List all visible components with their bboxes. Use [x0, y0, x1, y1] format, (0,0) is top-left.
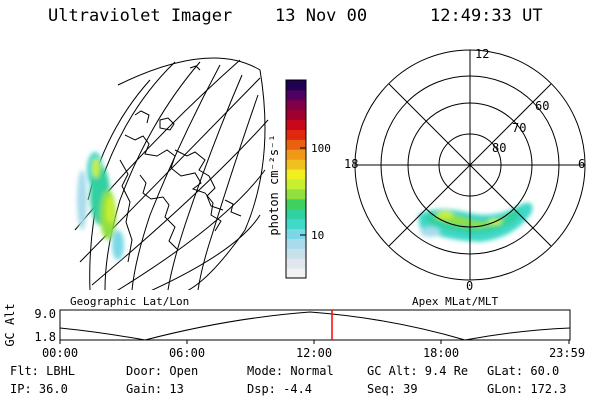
colorbar-segment [286, 188, 306, 200]
alt-ymax-label: 9.0 [34, 307, 56, 321]
colorbar-segment [286, 228, 306, 239]
gain-info: Gain: 13 [126, 382, 184, 396]
ip-info: IP: 36.0 [10, 382, 68, 396]
auroral-oval [418, 202, 533, 242]
polar-plot: 12 18 6 0 60 70 80 [344, 47, 586, 293]
colorbar-segment [286, 198, 306, 210]
colorbar-segment [286, 218, 306, 229]
colorbar-segment [286, 149, 306, 160]
time-label: 12:49:33 UT [430, 6, 543, 26]
colorbar-segment [286, 80, 306, 91]
mlat-70-label: 70 [512, 121, 526, 135]
colorbar-segment [286, 268, 306, 279]
x-tick-2359: 23:59 [549, 346, 585, 360]
colorbar [285, 79, 307, 279]
altitude-plot: 9.0 1.8 GC Alt 00:00 06:00 12:00 18:00 2… [3, 303, 585, 360]
colorbar-segment [286, 258, 306, 269]
colorbar-segment [286, 99, 306, 111]
mlt-0-label: 0 [466, 279, 473, 293]
polar-panel-label: Apex MLat/MLT [412, 295, 498, 308]
colorbar-unit-label: photon cm⁻²s⁻¹ [267, 134, 281, 235]
colorbar-segment [286, 238, 306, 249]
auroral-emission-geo [77, 152, 124, 260]
x-tick-0600: 06:00 [169, 346, 205, 360]
mode-info: Mode: Normal [247, 364, 334, 378]
x-tick-1200: 12:00 [296, 346, 332, 360]
gc-alt-info: GC Alt: 9.4 Re [367, 364, 469, 378]
dsp-info: Dsp: -4.4 [247, 382, 313, 396]
colorbar-segment [286, 159, 306, 170]
seq-info: Seq: 39 [367, 382, 418, 396]
colorbar-segment [286, 139, 306, 150]
colorbar-segment [286, 89, 306, 101]
colorbar-segment [286, 208, 306, 220]
x-tick-0000: 00:00 [42, 346, 78, 360]
alt-axis-label: GC Alt [3, 303, 17, 346]
colorbar-segment [286, 169, 306, 180]
altitude-curve [59, 311, 571, 341]
colorbar-tick-100: 100 [311, 142, 331, 155]
mlt-6-label: 6 [578, 157, 585, 171]
flt-info: Flt: LBHL [10, 364, 76, 378]
geo-grid [74, 57, 269, 290]
mlt-12-label: 12 [475, 47, 489, 61]
colorbar-segment [286, 109, 306, 121]
date-label: 13 Nov 00 [275, 6, 368, 26]
colorbar-frame [285, 79, 307, 279]
colorbar-segment [286, 248, 306, 259]
mlt-18-label: 18 [344, 157, 358, 171]
door-info: Door: Open [126, 364, 199, 378]
geo-panel-label: Geographic Lat/Lon [70, 295, 189, 308]
colorbar-segment [286, 179, 306, 190]
alt-ymin-label: 1.8 [34, 330, 56, 344]
glon-info: GLon: 172.3 [487, 382, 567, 396]
glat-info: GLat: 60.0 [487, 364, 560, 378]
x-tick-1800: 18:00 [423, 346, 459, 360]
instrument-title: Ultraviolet Imager [48, 6, 233, 26]
mlat-60-label: 60 [535, 99, 549, 113]
colorbar-segment [286, 119, 306, 130]
colorbar-tick-10: 10 [311, 229, 324, 242]
colorbar-segment [286, 129, 306, 140]
mlat-80-label: 80 [492, 141, 506, 155]
